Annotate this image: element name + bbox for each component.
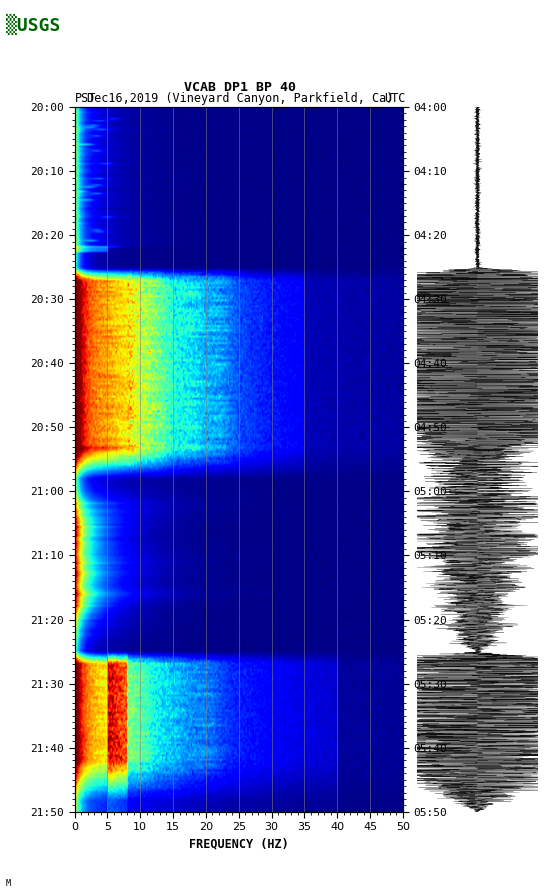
Text: VCAB DP1 BP 40: VCAB DP1 BP 40 [184, 80, 296, 94]
X-axis label: FREQUENCY (HZ): FREQUENCY (HZ) [189, 838, 289, 851]
Text: M: M [6, 879, 10, 888]
Text: ▒USGS: ▒USGS [6, 13, 60, 35]
Text: UTC: UTC [384, 92, 406, 105]
Text: Dec16,2019 (Vineyard Canyon, Parkfield, Ca): Dec16,2019 (Vineyard Canyon, Parkfield, … [87, 92, 394, 105]
Text: PST: PST [75, 92, 96, 105]
